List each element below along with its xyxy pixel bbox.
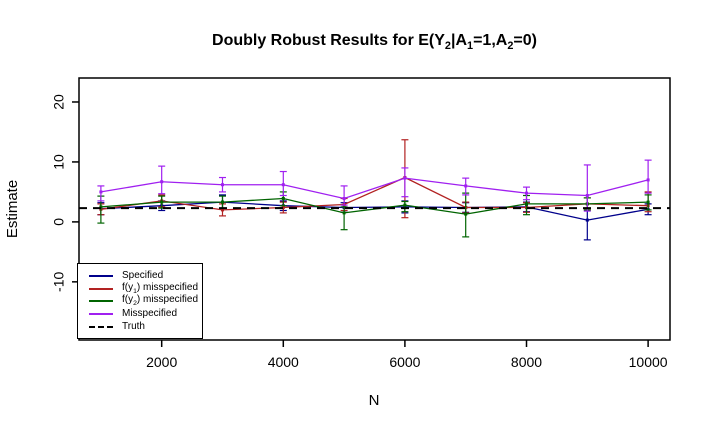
legend-swatch-f-y1-misspecified bbox=[89, 287, 113, 290]
chart-title-segment: 1 bbox=[467, 40, 474, 53]
legend-label-misspecified: Misspecified bbox=[122, 308, 178, 320]
data-point-specified bbox=[585, 218, 589, 222]
chart-title-segment: |A bbox=[450, 32, 468, 49]
data-point-misspecified bbox=[525, 191, 529, 195]
data-point-f-y2-misspecified bbox=[464, 212, 468, 216]
y-tick-label: 0 bbox=[51, 218, 67, 226]
data-point-misspecified bbox=[585, 194, 589, 198]
data-point-f-y2-misspecified bbox=[281, 197, 285, 201]
data-point-misspecified bbox=[342, 197, 346, 201]
data-point-f-y2-misspecified bbox=[403, 203, 407, 207]
legend-swatch-specified bbox=[89, 275, 113, 278]
series-line-f-y1-misspecified bbox=[100, 176, 649, 211]
series-misspecified bbox=[97, 159, 652, 212]
x-tick-label: 8000 bbox=[511, 354, 542, 370]
legend-swatch-truth bbox=[89, 325, 113, 328]
series-f-y2-misspecified bbox=[97, 191, 652, 238]
data-point-misspecified bbox=[646, 178, 650, 182]
data-point-f-y1-misspecified bbox=[281, 206, 285, 210]
x-tick-label: 6000 bbox=[389, 354, 420, 370]
series-f-y1-misspecified bbox=[97, 139, 652, 219]
legend: Specified f(y1) misspecified f(y2) misspec… bbox=[77, 263, 203, 339]
data-point-misspecified bbox=[220, 183, 224, 187]
x-tick-label: 10000 bbox=[629, 354, 668, 370]
legend-swatch-f-y2-misspecified bbox=[89, 300, 113, 303]
data-point-f-y2-misspecified bbox=[99, 205, 103, 209]
y-tick-label: 20 bbox=[51, 94, 67, 110]
y-axis-label: Estimate bbox=[4, 180, 21, 238]
legend-item-f-y1-misspecified: f(y1) misspecified bbox=[85, 281, 199, 296]
legend-item-specified: Specified bbox=[85, 270, 195, 283]
y-tick-label: -10 bbox=[51, 272, 67, 292]
legend-swatch-misspecified bbox=[89, 313, 113, 316]
data-point-misspecified bbox=[99, 190, 103, 194]
data-point-misspecified bbox=[160, 180, 164, 184]
legend-label-f-y2-misspecified: f(y2) misspecified bbox=[122, 294, 199, 308]
data-point-f-y2-misspecified bbox=[160, 200, 164, 204]
legend-label-specified: Specified bbox=[122, 270, 164, 282]
legend-label-truth: Truth bbox=[122, 320, 145, 332]
data-point-f-y2-misspecified bbox=[525, 202, 529, 206]
x-axis-label: N bbox=[369, 392, 380, 409]
data-point-f-y2-misspecified bbox=[220, 200, 224, 204]
series-line-misspecified bbox=[100, 177, 649, 200]
chart-title-segment: =0) bbox=[513, 32, 537, 49]
legend-item-truth: Truth bbox=[85, 320, 195, 333]
chart-title-segment: Doubly Robust Results for E(Y bbox=[212, 32, 445, 49]
x-tick-label: 4000 bbox=[268, 354, 299, 370]
legend-label-f-y1-misspecified: f(y1) misspecified bbox=[122, 281, 199, 295]
chart-title-segment: 2 bbox=[507, 40, 514, 53]
chart-title-segment: 2 bbox=[444, 40, 451, 53]
legend-item-misspecified: Misspecified bbox=[85, 308, 195, 321]
x-tick-label: 2000 bbox=[146, 354, 177, 370]
chart-title-segment: =1,A bbox=[473, 32, 508, 49]
data-point-misspecified bbox=[281, 183, 285, 187]
series-line-f-y2-misspecified bbox=[100, 197, 649, 215]
axis-ticks: 2000 4000 6000 8000 10000 -10 0 10 20 bbox=[51, 94, 668, 370]
chart-title: Doubly Robust Results for E(Y2|A1=1,A2=0… bbox=[79, 32, 670, 52]
data-point-f-y2-misspecified bbox=[342, 211, 346, 215]
data-point-f-y2-misspecified bbox=[646, 200, 650, 204]
data-point-misspecified bbox=[464, 184, 468, 188]
legend-item-f-y2-misspecified: f(y2) misspecified bbox=[85, 294, 199, 308]
data-point-misspecified bbox=[403, 176, 407, 180]
data-series bbox=[79, 139, 670, 241]
y-tick-label: 10 bbox=[51, 154, 67, 170]
data-point-f-y1-misspecified bbox=[220, 208, 224, 212]
